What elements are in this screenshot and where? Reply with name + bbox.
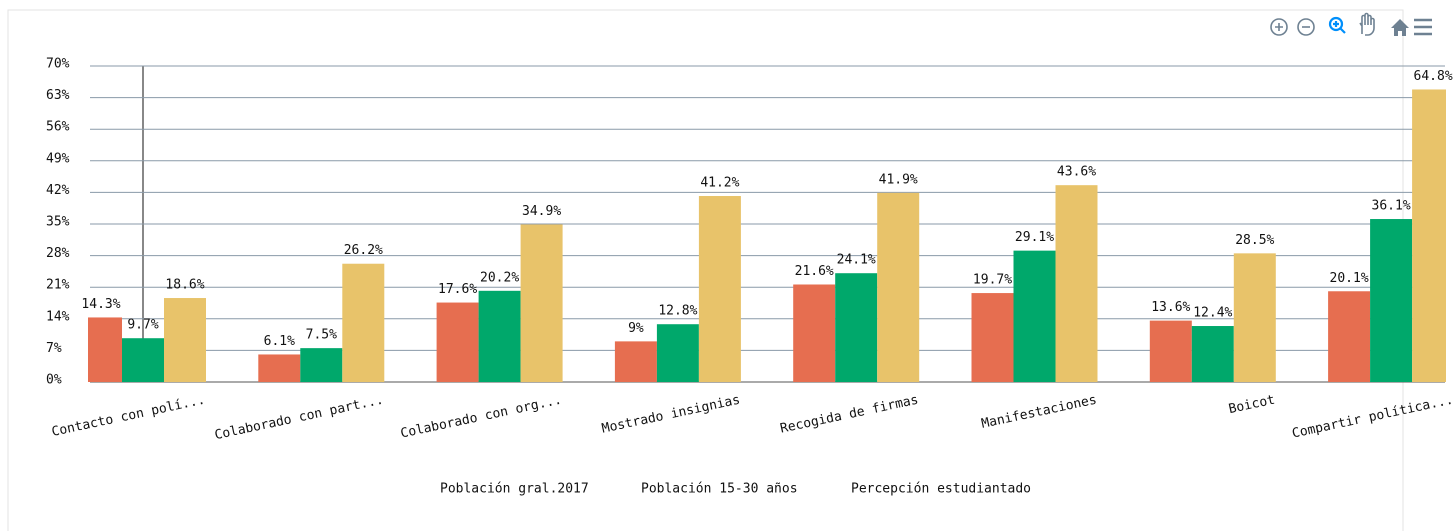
- x-tick-label: Compartir política...: [1291, 393, 1453, 442]
- data-label: 19.7%: [973, 273, 1012, 288]
- bar: [1412, 89, 1446, 382]
- bar: [698, 196, 741, 382]
- data-label: 24.1%: [837, 253, 876, 268]
- bars: [88, 89, 1446, 382]
- data-label: 21.6%: [795, 264, 834, 279]
- data-label: 17.6%: [438, 282, 477, 297]
- reset-button[interactable]: [1391, 19, 1409, 36]
- legend-entry: Población gral.2017: [440, 482, 589, 497]
- bar: [1055, 185, 1098, 382]
- data-label: 64.8%: [1414, 69, 1453, 84]
- toolbar: [1270, 12, 1432, 36]
- bar: [478, 290, 521, 382]
- y-tick-label: 35%: [46, 215, 70, 230]
- pan-button[interactable]: [1359, 12, 1375, 36]
- bar: [835, 273, 878, 382]
- x-tick-label: Manifestaciones: [980, 393, 1098, 432]
- bar: [877, 192, 920, 382]
- x-tick-label: Boicot: [1227, 393, 1276, 417]
- bar: [1370, 219, 1413, 382]
- data-label: 26.2%: [344, 243, 383, 258]
- data-label: 41.9%: [879, 172, 918, 187]
- x-tick-label: Colaborado con part...: [213, 393, 385, 443]
- data-label: 41.2%: [700, 176, 739, 191]
- bar: [436, 302, 479, 382]
- data-label: 9.7%: [127, 318, 158, 333]
- y-tick-label: 7%: [46, 341, 62, 356]
- legend-entry: Percepción estudiantado: [851, 482, 1031, 497]
- bar: [1149, 320, 1192, 382]
- data-label: 43.6%: [1057, 165, 1096, 180]
- data-label: 34.9%: [522, 204, 561, 219]
- zoom-in-button[interactable]: [1270, 18, 1288, 36]
- selection-zoom-button[interactable]: [1328, 16, 1346, 34]
- bar: [300, 348, 343, 382]
- data-label: 20.1%: [1330, 271, 1369, 286]
- data-label: 9%: [628, 321, 644, 336]
- zoom-out-button[interactable]: [1297, 18, 1315, 36]
- y-tick-label: 42%: [46, 183, 70, 198]
- y-tick-label: 0%: [46, 373, 62, 388]
- x-tick-label: Recogida de firmas: [779, 393, 920, 437]
- bar: [122, 338, 164, 382]
- data-label: 12.4%: [1193, 306, 1232, 321]
- data-label: 14.3%: [81, 297, 120, 312]
- data-label: 36.1%: [1372, 199, 1411, 214]
- data-label: 12.8%: [658, 304, 697, 319]
- y-tick-label: 70%: [46, 57, 70, 72]
- bar: [971, 293, 1014, 382]
- y-tick-label: 21%: [46, 278, 70, 293]
- x-tick-label: Contacto con polí...: [50, 393, 206, 440]
- bar: [520, 224, 563, 382]
- bar: [342, 263, 385, 382]
- bar: [1328, 291, 1371, 382]
- y-tick-label: 63%: [46, 88, 70, 103]
- bar: [614, 341, 657, 382]
- bar: [1013, 250, 1056, 382]
- data-label: 18.6%: [165, 278, 204, 293]
- bar: [656, 324, 699, 382]
- data-label: 6.1%: [264, 334, 295, 349]
- legend-entry: Población 15-30 años: [641, 482, 798, 497]
- data-label: 29.1%: [1015, 230, 1054, 245]
- bar: [1233, 253, 1276, 382]
- bar: [1191, 326, 1234, 382]
- y-tick-label: 28%: [46, 246, 70, 261]
- bar: [793, 284, 836, 382]
- y-tick-label: 14%: [46, 309, 70, 324]
- bar: [164, 298, 206, 382]
- menu-button[interactable]: [1414, 18, 1432, 36]
- data-label: 13.6%: [1151, 300, 1190, 315]
- bar: [258, 354, 301, 382]
- x-tick-label: Colaborado con org...: [399, 393, 563, 442]
- y-tick-label: 56%: [46, 120, 70, 135]
- data-label: 7.5%: [306, 328, 337, 343]
- data-label: 28.5%: [1235, 233, 1274, 248]
- bar: [88, 317, 122, 382]
- data-label: 20.2%: [480, 270, 519, 285]
- y-tick-label: 49%: [46, 151, 70, 166]
- x-tick-label: Mostrado insignias: [601, 393, 742, 437]
